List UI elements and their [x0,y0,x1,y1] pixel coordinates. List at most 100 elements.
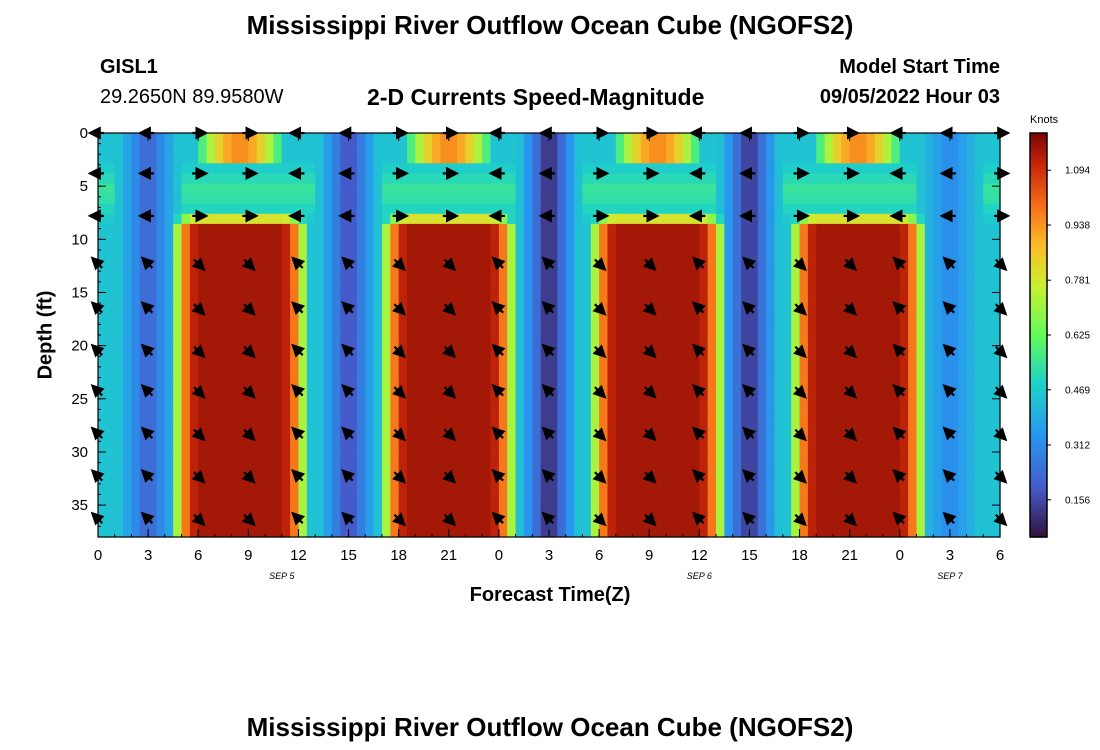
heatmap-cell [699,133,709,144]
heatmap-cell [440,446,450,457]
heatmap-cell [473,274,483,286]
heatmap-cell [983,223,993,235]
heatmap-cell [874,486,884,498]
heatmap-cell [891,375,901,387]
heatmap-cell [381,133,391,144]
heatmap-cell [340,355,350,366]
heatmap-cell [774,446,784,457]
heatmap-cell [858,476,867,488]
heatmap-cell [457,234,467,245]
heatmap-cell [649,375,659,387]
heatmap-cell [632,183,642,195]
heatmap-cell [749,294,759,306]
heatmap-cell [340,183,350,195]
heatmap-cell [682,375,692,387]
heatmap-cell [448,415,458,427]
heatmap-cell [214,516,224,528]
heatmap-cell [991,143,1001,154]
current-arrow [541,256,556,271]
heatmap-cell [858,274,867,286]
current-arrow [691,426,706,441]
heatmap-cell [766,223,776,235]
heatmap-cell [565,335,575,346]
heatmap-cell [131,425,141,437]
colorbar-segment [1030,436,1047,440]
heatmap-cell [189,234,199,245]
heatmap-cell [582,223,592,235]
heatmap-cell [231,365,241,376]
heatmap-cell [991,476,1001,488]
heatmap-cell [457,355,467,366]
heatmap-cell [114,345,124,356]
heatmap-cell [465,385,475,397]
heatmap-cell [858,234,867,245]
heatmap-cell [407,486,416,498]
heatmap-cell [206,294,216,306]
y-tick-label: 10 [71,231,88,248]
heatmap-cell [924,223,934,235]
heatmap-cell [532,466,542,477]
heatmap-cell [791,274,801,286]
current-arrow [140,469,155,484]
heatmap-cell [832,193,842,205]
heatmap-cell [549,143,558,154]
heatmap-cell [281,153,291,164]
heatmap-cell [732,395,742,407]
heatmap-cell [540,496,550,508]
heatmap-cell [507,506,517,518]
heatmap-cell [966,324,976,336]
heatmap-cell [490,153,500,164]
heatmap-cell [565,446,575,457]
heatmap-cell [214,415,224,427]
heatmap-cell [908,254,918,265]
heatmap-cell [415,324,425,336]
heatmap-cell [632,264,642,275]
heatmap-cell [615,506,625,518]
heatmap-cell [540,264,550,275]
heatmap-cell [173,143,183,154]
heatmap-cell [599,203,609,215]
heatmap-cell [348,365,358,376]
heatmap-cell [448,143,458,154]
heatmap-cell [690,335,700,346]
heatmap-cell [223,304,233,316]
heatmap-cell [883,133,893,144]
heatmap-cell [440,234,450,245]
heatmap-cell [106,133,116,144]
heatmap-cell [181,193,191,205]
heatmap-cell [966,456,976,467]
heatmap-cell [440,183,450,195]
heatmap-cell [340,375,350,387]
heatmap-cell [231,345,241,356]
heatmap-cell [690,183,700,195]
heatmap-cell [766,244,776,255]
heatmap-cell [148,314,158,326]
heatmap-cell [983,244,993,255]
heatmap-cell [799,496,809,508]
heatmap-cell [983,193,993,205]
heatmap-cell [983,395,993,407]
heatmap-cell [757,143,767,154]
heatmap-cell [482,304,492,316]
heatmap-cell [941,223,951,235]
heatmap-cell [139,133,149,144]
heatmap-cell [966,415,976,427]
heatmap-cell [958,415,968,427]
heatmap-cell [716,234,725,245]
heatmap-cell [114,405,124,417]
heatmap-cell [590,153,600,164]
heatmap-cell [565,314,575,326]
heatmap-cell [231,466,241,477]
heatmap-cell [323,274,333,286]
heatmap-cell [716,203,725,215]
colorbar-tick-label: 0.781 [1065,276,1090,287]
heatmap-cell [582,213,592,225]
heatmap-cell [883,446,893,457]
heatmap-cell [832,506,842,518]
heatmap-cell [415,143,425,154]
heatmap-cell [858,486,867,498]
heatmap-cell [181,496,191,508]
heatmap-cell [632,143,642,154]
heatmap-cell [164,244,174,255]
heatmap-cell [365,223,375,235]
